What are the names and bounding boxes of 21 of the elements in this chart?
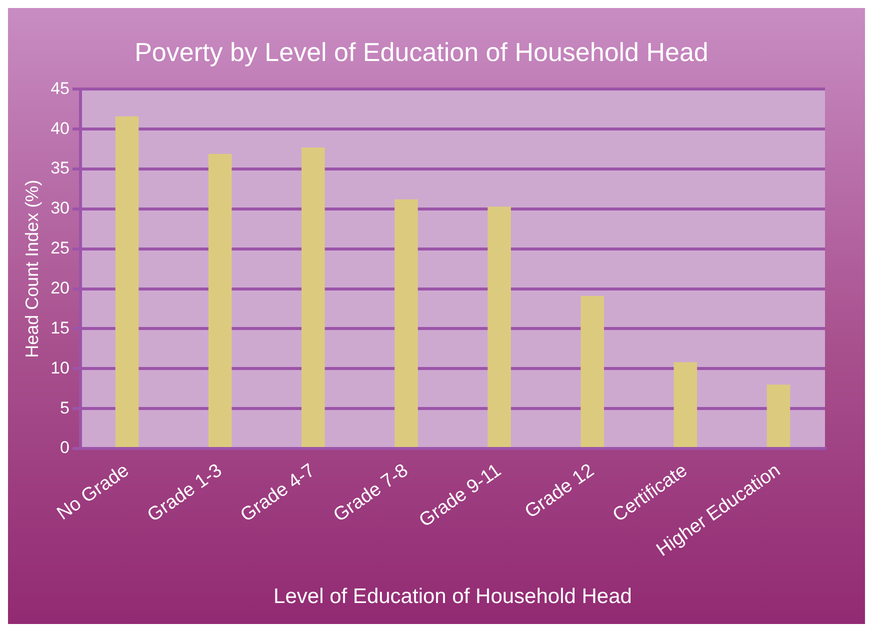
- y-tick-label: 45: [50, 78, 70, 98]
- y-tick-label: 20: [50, 278, 70, 298]
- x-axis-title: Level of Education of Household Head: [274, 585, 632, 608]
- y-tick-label: 25: [50, 238, 70, 258]
- y-tick-label: 35: [50, 158, 70, 178]
- bar: [766, 384, 790, 448]
- y-tick-label: 30: [50, 198, 70, 218]
- bar: [394, 199, 418, 448]
- y-tick-label: 0: [60, 438, 70, 458]
- y-tick-label: 40: [50, 118, 70, 138]
- bar: [208, 154, 232, 448]
- y-axis-title: Head Count Index (%): [22, 180, 42, 358]
- bar: [580, 296, 604, 448]
- y-tick-label: 10: [50, 358, 70, 378]
- bar: [674, 362, 698, 448]
- bar: [115, 116, 139, 448]
- y-tick-label: 15: [50, 318, 70, 338]
- y-tick-label: 5: [60, 398, 70, 418]
- bar: [488, 206, 511, 448]
- chart-title: Poverty by Level of Education of Household Head: [134, 36, 708, 67]
- bar: [302, 147, 325, 448]
